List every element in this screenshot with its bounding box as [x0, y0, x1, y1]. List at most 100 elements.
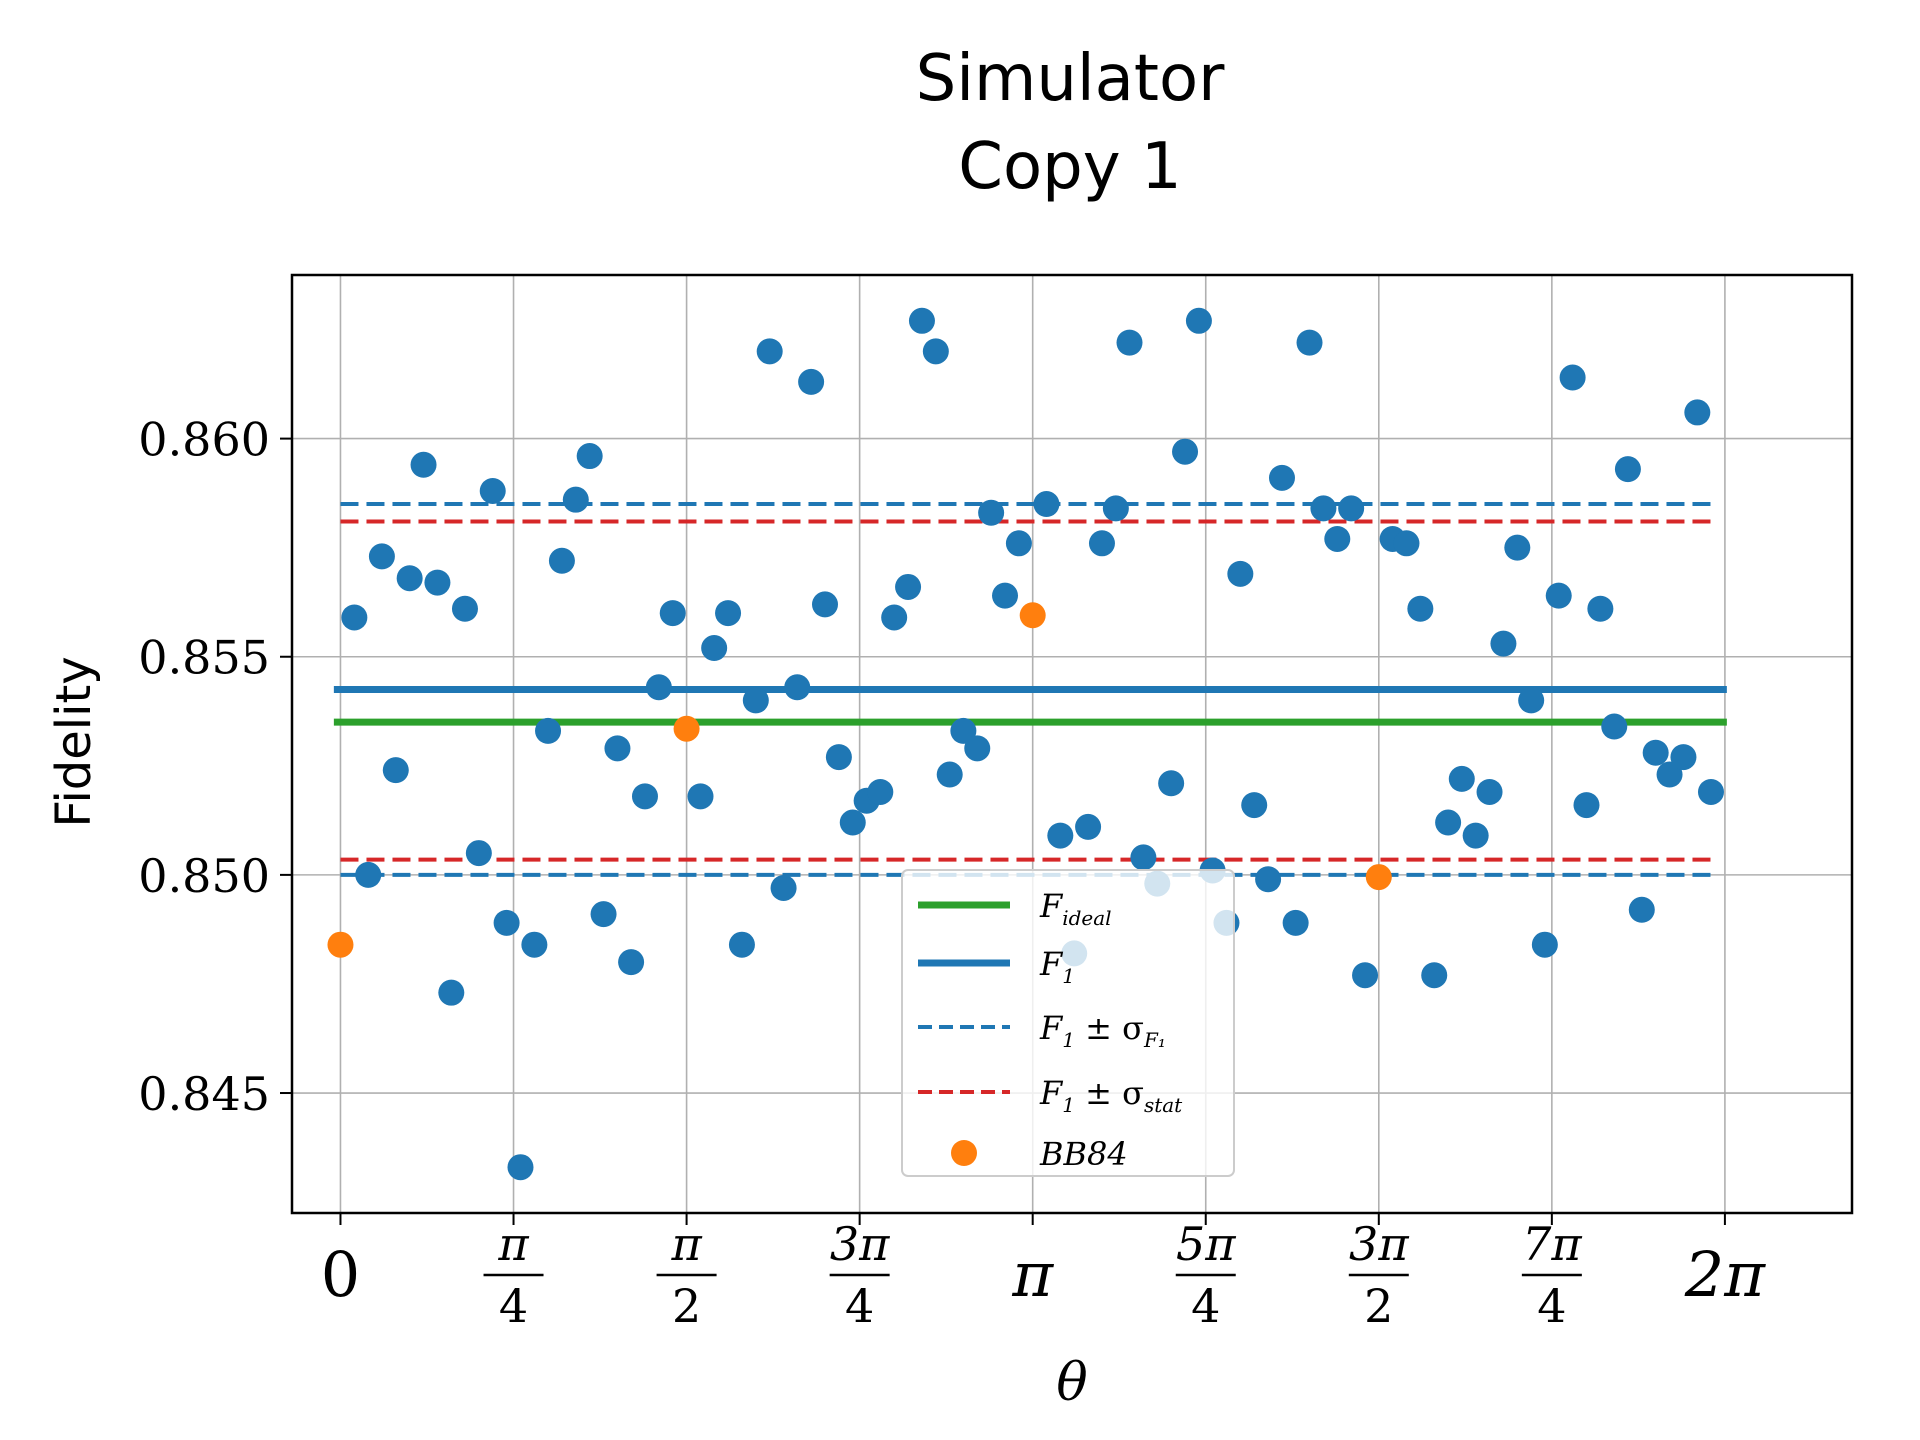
- data-point-21: [631, 783, 658, 810]
- data-point-82: [1518, 687, 1545, 714]
- data-point-73: [1393, 530, 1420, 557]
- data-point-66: [1282, 909, 1309, 936]
- data-point-44: [964, 735, 991, 762]
- data-point-77: [1448, 765, 1475, 792]
- data-point-26: [715, 600, 742, 627]
- data-point-94: [1684, 399, 1711, 426]
- y-axis-label: Fidelity: [46, 656, 102, 827]
- legend-label-3: F1 ± σstat: [1039, 1074, 1183, 1117]
- x-axis-label: θ: [1056, 1353, 1087, 1413]
- data-point-63: [1241, 792, 1268, 819]
- data-point-70: [1338, 495, 1365, 522]
- data-point-2: [368, 543, 395, 570]
- data-point-24: [687, 783, 714, 810]
- data-point-80: [1490, 630, 1517, 657]
- x-tick-numerator-1: π: [497, 1217, 529, 1271]
- reference-lines: [333, 502, 1727, 877]
- data-point-28: [742, 687, 769, 714]
- data-point-16: [562, 486, 589, 513]
- data-point-95: [1697, 778, 1724, 805]
- data-point-3: [382, 757, 409, 784]
- data-point-12: [507, 1154, 534, 1181]
- data-point-93: [1670, 744, 1697, 771]
- data-point-11: [493, 909, 520, 936]
- legend-label-0: Fideal: [1039, 887, 1112, 930]
- data-point-22: [645, 674, 672, 701]
- data-point-39: [895, 573, 922, 600]
- data-point-58: [1172, 438, 1199, 465]
- data-point-90: [1628, 896, 1655, 923]
- data-point-86: [1573, 792, 1600, 819]
- data-point-92: [1656, 761, 1683, 788]
- data-point-37: [867, 778, 894, 805]
- data-point-91: [1642, 739, 1669, 766]
- y-axis-ticks: 0.845 0.850 0.855 0.860: [138, 413, 292, 1121]
- data-point-5: [410, 451, 437, 478]
- chart-title-line-1: Simulator: [916, 42, 1226, 116]
- x-tick-label-0: 0: [321, 1238, 360, 1311]
- bb84-point-0: [327, 931, 354, 958]
- x-tick-numerator-5: 5π: [1176, 1217, 1236, 1271]
- data-point-53: [1102, 495, 1129, 522]
- data-point-83: [1531, 931, 1558, 958]
- x-tick-label-4: π: [1011, 1238, 1054, 1311]
- legend-box: [901, 869, 1235, 1177]
- plot-frame: [290, 273, 1854, 1215]
- data-point-88: [1601, 713, 1628, 740]
- data-point-20: [618, 949, 645, 976]
- data-point-23: [659, 600, 686, 627]
- data-point-71: [1352, 962, 1379, 989]
- data-point-47: [1005, 530, 1032, 557]
- x-axis-ticks: 0 π 4 π 2 3π 4 π 5π 4 3π 2 7π 4 2π: [321, 1213, 1766, 1333]
- data-point-41: [922, 338, 949, 365]
- chart-title-line-2: Copy 1: [958, 130, 1181, 204]
- x-tick-label-8: 2π: [1684, 1238, 1766, 1311]
- data-point-15: [548, 547, 575, 574]
- data-point-46: [992, 582, 1019, 609]
- data-point-4: [396, 565, 423, 592]
- y-tick-label-1: 0.850: [138, 849, 270, 903]
- data-point-7: [438, 979, 465, 1006]
- data-point-74: [1407, 595, 1434, 622]
- x-tick-numerator-7: 7π: [1522, 1217, 1582, 1271]
- data-point-40: [908, 307, 935, 334]
- data-point-34: [825, 744, 852, 771]
- data-point-43: [950, 717, 977, 744]
- data-point-55: [1130, 844, 1157, 871]
- data-point-0: [341, 604, 368, 631]
- data-point-32: [798, 368, 825, 395]
- legend-swatch-bb84: [951, 1140, 977, 1166]
- data-point-59: [1185, 307, 1212, 334]
- data-point-31: [784, 674, 811, 701]
- y-tick-label-0: 0.845: [138, 1067, 270, 1121]
- data-point-29: [756, 338, 783, 365]
- data-point-6: [424, 569, 451, 596]
- data-point-76: [1435, 809, 1462, 836]
- data-point-64: [1255, 866, 1282, 893]
- data-point-57: [1158, 770, 1185, 797]
- data-point-69: [1324, 525, 1351, 552]
- data-point-62: [1227, 560, 1254, 587]
- data-point-27: [728, 931, 755, 958]
- data-point-79: [1476, 778, 1503, 805]
- data-point-48: [1033, 491, 1060, 518]
- data-point-38: [881, 604, 908, 631]
- data-point-68: [1310, 495, 1337, 522]
- data-point-52: [1088, 530, 1115, 557]
- data-point-9: [465, 840, 492, 867]
- legend: Fideal F1 F1 ± σF₁ F1 ± σstat BB84: [901, 869, 1235, 1177]
- y-tick-label-2: 0.855: [138, 631, 270, 685]
- legend-label-bb84: BB84: [1039, 1135, 1128, 1173]
- x-tick-denominator-6: 2: [1364, 1279, 1393, 1333]
- data-point-45: [978, 499, 1005, 526]
- data-point-30: [770, 874, 797, 901]
- x-tick-denominator-7: 4: [1537, 1279, 1566, 1333]
- data-point-18: [590, 901, 617, 928]
- data-point-33: [812, 591, 838, 618]
- data-point-8: [451, 595, 478, 622]
- data-point-54: [1116, 329, 1143, 356]
- data-point-67: [1296, 329, 1323, 356]
- x-tick-denominator-5: 4: [1191, 1279, 1220, 1333]
- data-point-19: [604, 735, 631, 762]
- x-tick-numerator-3: 3π: [830, 1217, 890, 1271]
